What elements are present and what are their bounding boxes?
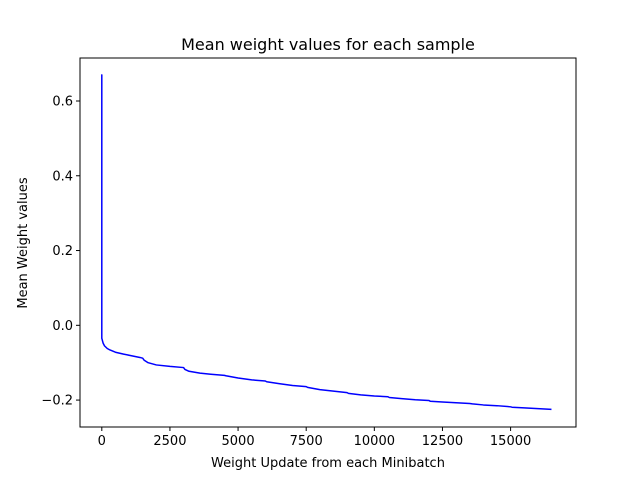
x-tick-label: 0 [98,434,106,449]
y-axis-label: Mean Weight values [16,177,31,308]
x-tick-label: 5000 [222,434,255,449]
y-tick-label: 0.4 [52,169,73,184]
axes-frame [79,57,577,428]
x-tick-label: 12500 [422,434,463,449]
y-tick-label: 0.2 [52,244,73,259]
x-axis-ticks: 0 2500 5000 7500 10000 12500 15000 [98,427,531,449]
y-axis-ticks: −0.2 0.0 0.2 0.4 0.6 [41,94,80,409]
x-tick-label: 2500 [153,434,186,449]
y-tick-label: 0.0 [52,319,73,334]
series-line-0 [101,74,552,411]
plot-area [79,57,577,428]
chart-title: Mean weight values for each sample [181,35,475,54]
y-tick-label: 0.6 [52,94,73,109]
x-axis-label: Weight Update from each Minibatch [211,456,445,471]
x-tick-label: 10000 [354,434,395,449]
x-tick-label: 7500 [290,434,323,449]
y-tick-label: −0.2 [41,394,73,409]
x-tick-label: 15000 [490,434,531,449]
